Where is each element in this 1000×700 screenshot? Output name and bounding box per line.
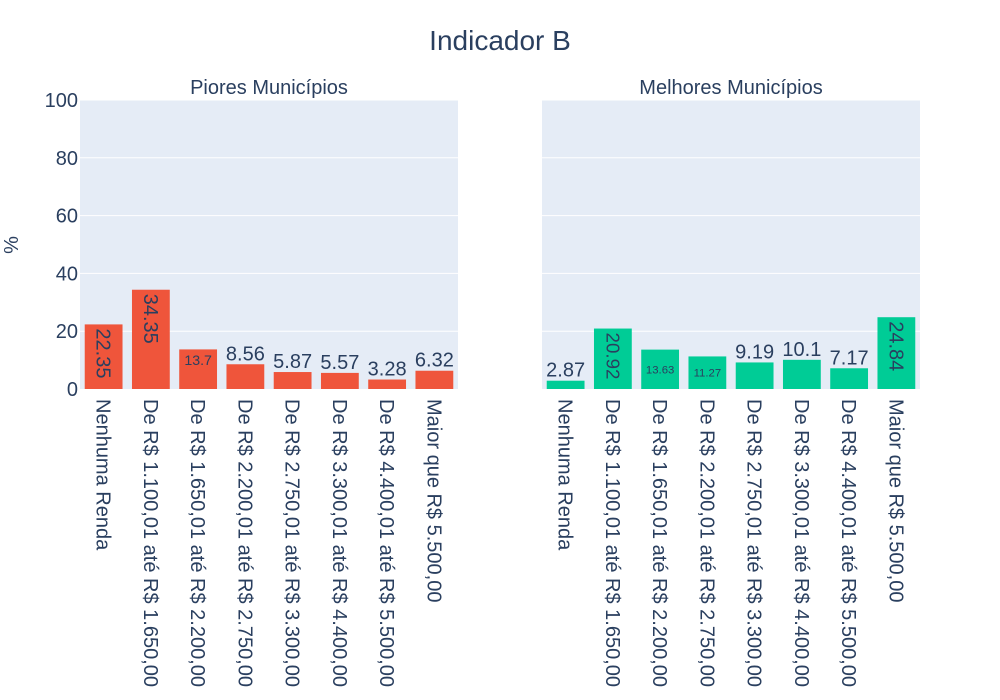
bar [782,359,821,389]
bar [320,372,359,389]
bar-value-label: 22.35 [92,328,114,378]
bar [593,328,632,389]
x-tick-label: Maior que R$ 5.500,00 [884,399,906,602]
x-tick-label: De R$ 2.750,01 até R$ 3.300,00 [743,399,765,687]
bar [641,349,680,389]
bar [415,370,454,389]
y-tick-label: 100 [45,90,78,112]
bar-value-label: 13.63 [646,364,674,376]
y-tick-label: 0 [67,379,78,401]
bar [273,372,312,389]
bar-value-label: 10.1 [782,339,821,361]
y-axis-label: % [1,236,23,254]
bar-value-label: 34.35 [139,294,161,344]
bar [131,289,170,389]
subplot-title: Piores Municípios [190,77,348,99]
x-tick-label: De R$ 3.300,01 até R$ 4.400,00 [790,399,812,687]
bar-value-label: 9.19 [735,341,774,363]
chart-title: Indicador B [429,25,571,56]
x-tick-label: De R$ 4.400,01 até R$ 5.500,00 [837,399,859,687]
x-tick-label: De R$ 2.200,01 até R$ 2.750,00 [233,399,255,687]
bar [546,380,585,389]
bar-value-label: 2.87 [546,360,585,382]
bar-value-label: 6.32 [415,350,454,372]
x-tick-label: Nenhuma Renda [554,399,576,551]
y-tick-label: 60 [56,206,78,228]
bar-value-label: 20.92 [602,333,623,380]
bar-value-label: 5.57 [320,352,359,374]
bar [84,324,123,389]
x-tick-label: Nenhuma Renda [92,399,114,551]
x-tick-label: Maior que R$ 5.500,00 [422,399,444,602]
x-tick-label: De R$ 4.400,01 até R$ 5.500,00 [375,399,397,687]
bar-value-label: 8.56 [226,343,265,365]
bar [877,317,916,389]
bar [179,349,218,389]
subplot-title: Melhores Municípios [639,77,822,99]
bar [735,362,774,389]
x-tick-label: De R$ 2.750,01 até R$ 3.300,00 [281,399,303,687]
y-tick-label: 40 [56,263,78,285]
chart-panel-2: Melhores Municípios 2.87 Nenhuma Renda 20.9… [542,77,920,687]
bar-value-label: 13.7 [184,353,212,369]
bar-value-label: 11.27 [694,368,722,380]
bar-value-label: 7.17 [830,347,869,369]
x-tick-label: De R$ 1.650,01 até R$ 2.200,00 [186,399,208,687]
bar [830,368,869,389]
bar-value-label: 24.84 [884,321,906,371]
x-tick-label: De R$ 1.650,01 até R$ 2.200,00 [648,399,670,687]
chart-panels: 0 20 40 60 80 100 Piores Municípios 22.35 Nenhum… [45,77,920,687]
bar [368,379,407,389]
x-tick-label: De R$ 1.100,01 até R$ 1.650,00 [139,399,161,687]
y-tick-label: 80 [56,148,78,170]
x-tick-label: De R$ 1.100,01 até R$ 1.650,00 [601,399,623,687]
bar [688,356,727,389]
bar-value-label: 3.28 [368,359,407,381]
x-tick-label: De R$ 3.300,01 até R$ 4.400,00 [328,399,350,687]
bar-value-label: 5.87 [273,351,312,373]
bar [226,364,265,389]
chart-panel-1: 0 20 40 60 80 100 Piores Municípios 22.35 Nenhum… [45,77,458,687]
x-tick-label: De R$ 2.200,01 até R$ 2.750,00 [695,399,717,687]
y-tick-label: 20 [56,321,78,343]
